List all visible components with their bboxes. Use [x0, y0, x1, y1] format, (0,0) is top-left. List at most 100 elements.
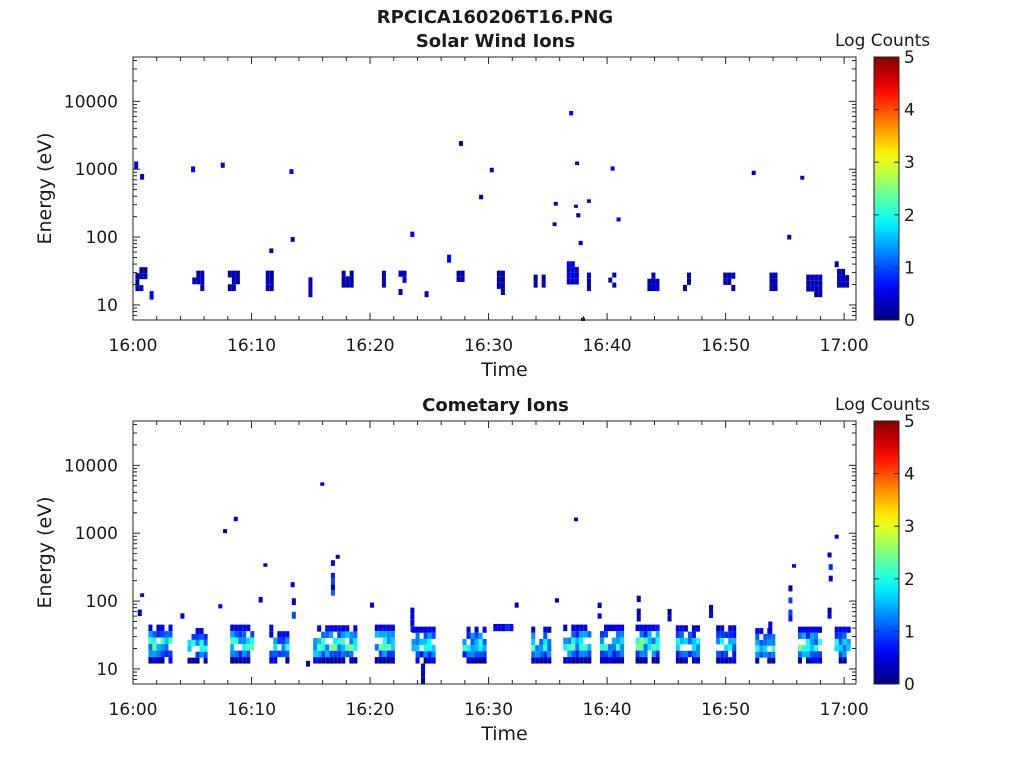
data-cell	[349, 650, 354, 658]
data-cell	[583, 657, 588, 664]
colorbar-tick-label: 2	[904, 570, 915, 590]
x-tick-label: 16:40	[583, 700, 632, 720]
data-cell	[724, 644, 729, 651]
colorbar-tick-label: 1	[904, 258, 915, 278]
data-cell	[731, 284, 736, 292]
data-cell	[470, 651, 475, 658]
data-cell	[285, 657, 290, 664]
data-cell	[724, 657, 729, 664]
data-cell	[716, 650, 721, 658]
data-cell	[655, 284, 660, 292]
data-cell	[374, 644, 379, 651]
data-cell	[728, 631, 733, 639]
data-cell	[421, 677, 426, 684]
data-cell	[763, 634, 768, 640]
data-cell	[191, 657, 196, 664]
data-cell	[415, 638, 420, 646]
data-cell	[192, 277, 197, 285]
axes-frame	[132, 420, 857, 685]
colorbar-tick-label: 0	[904, 675, 915, 695]
data-cell	[164, 650, 169, 658]
data-cell	[636, 608, 641, 616]
data-cell	[809, 657, 814, 664]
plot-area	[133, 421, 856, 684]
colorbar-tick-label: 0	[904, 311, 915, 331]
data-cell	[834, 632, 839, 639]
data-cell	[846, 638, 851, 646]
data-cell	[841, 281, 846, 288]
data-cell	[728, 644, 733, 651]
data-cell	[321, 638, 326, 645]
data-cell	[187, 657, 192, 664]
data-cell	[456, 276, 461, 282]
data-cell	[620, 631, 625, 638]
data-cell	[814, 280, 819, 286]
data-cell	[573, 517, 578, 522]
data-cell	[134, 161, 139, 170]
data-cell	[374, 657, 379, 664]
data-cell	[751, 170, 756, 176]
data-cell	[143, 273, 148, 280]
x-tick-label: 16:10	[227, 700, 276, 720]
data-cell	[470, 645, 475, 652]
data-cell	[263, 563, 268, 567]
data-cell	[755, 634, 760, 640]
y-axis-label: Energy (eV)	[34, 496, 56, 608]
data-cell	[218, 604, 223, 609]
data-cell	[160, 624, 165, 632]
data-cell	[164, 637, 169, 645]
colorbar-tick-label: 3	[904, 517, 915, 537]
data-cell	[675, 644, 680, 651]
data-cell	[767, 657, 772, 664]
data-cell	[386, 657, 391, 664]
data-cell	[462, 651, 467, 658]
data-cell	[801, 651, 806, 658]
data-cell	[423, 638, 428, 646]
data-cell	[273, 650, 278, 658]
y-tick-label: 10000	[64, 456, 118, 476]
data-cell	[329, 644, 334, 651]
data-cell	[423, 657, 428, 664]
data-cell	[531, 632, 536, 639]
data-cell	[333, 657, 338, 664]
data-cell	[148, 657, 153, 664]
colorbar-tick-label: 3	[904, 153, 915, 173]
data-cell	[431, 632, 436, 639]
data-cell	[402, 276, 407, 283]
data-cell	[599, 644, 605, 651]
data-cell	[620, 657, 625, 664]
data-cell	[470, 657, 475, 664]
data-cell	[571, 644, 576, 651]
data-cell	[330, 584, 335, 590]
data-cell	[285, 644, 290, 651]
data-cell	[818, 291, 823, 298]
data-cell	[647, 644, 652, 651]
data-cell	[168, 650, 173, 658]
data-cell	[612, 637, 617, 645]
data-cell	[813, 638, 819, 646]
data-cell	[813, 645, 819, 652]
data-cell	[345, 650, 350, 658]
data-cell	[651, 284, 656, 292]
data-cell	[139, 285, 144, 292]
data-cell	[234, 624, 239, 632]
data-cell	[341, 644, 346, 651]
data-cell	[643, 637, 648, 645]
data-cell	[691, 650, 696, 658]
data-cell	[566, 278, 571, 285]
data-cell	[410, 613, 415, 620]
data-cell	[575, 644, 580, 651]
data-cell	[321, 644, 326, 651]
data-cell	[723, 272, 728, 279]
data-cell	[466, 632, 471, 639]
data-cell	[563, 624, 568, 632]
data-cell	[608, 277, 613, 283]
data-cell	[203, 657, 208, 664]
data-cell	[728, 657, 733, 664]
data-cell	[325, 644, 330, 651]
data-cell	[647, 637, 652, 645]
data-cell	[423, 651, 428, 658]
data-cell	[541, 281, 546, 288]
data-cell	[246, 637, 251, 645]
data-cell	[321, 657, 326, 664]
